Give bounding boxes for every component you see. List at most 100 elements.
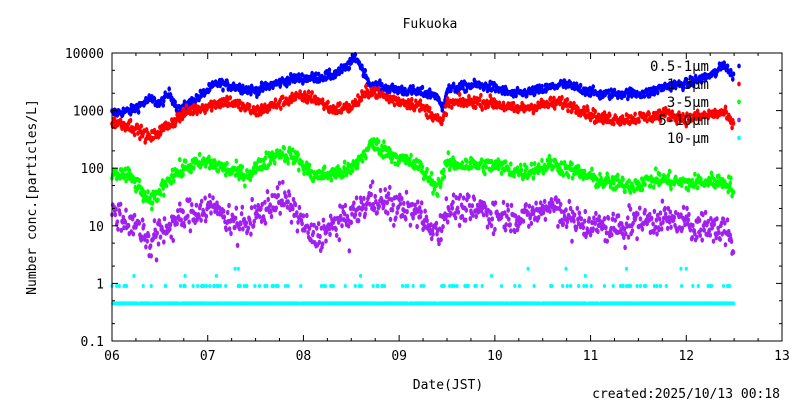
data-point: [592, 215, 596, 221]
legend-marker: [737, 135, 741, 141]
data-point: [513, 284, 517, 288]
data-point: [341, 173, 346, 179]
data-point: [511, 100, 516, 106]
data-point: [142, 222, 146, 228]
data-point: [378, 78, 382, 84]
data-point: [550, 284, 554, 288]
data-point: [450, 205, 455, 211]
data-point: [148, 243, 153, 249]
data-point: [418, 214, 423, 220]
data-point: [427, 105, 432, 111]
data-point: [233, 215, 238, 221]
data-point: [390, 82, 395, 88]
data-point: [225, 160, 229, 166]
data-point: [593, 108, 597, 115]
data-point: [471, 212, 475, 218]
series-3-5μm: [110, 137, 736, 212]
data-point: [373, 193, 378, 199]
data-point: [411, 284, 415, 288]
data-point: [301, 213, 306, 219]
data-point: [293, 202, 298, 208]
data-point: [680, 284, 684, 288]
data-point: [477, 97, 482, 103]
data-point: [467, 193, 471, 199]
data-point: [606, 215, 611, 221]
data-point: [640, 226, 645, 232]
data-point: [698, 232, 702, 238]
data-point: [527, 203, 532, 209]
data-point: [637, 118, 641, 124]
data-point: [636, 211, 640, 217]
data-point: [239, 211, 244, 217]
data-point: [540, 83, 544, 89]
data-point: [152, 96, 157, 102]
data-point: [602, 216, 607, 222]
data-point: [464, 88, 469, 94]
data-point: [605, 171, 609, 177]
data-point: [610, 232, 614, 238]
data-point: [249, 91, 253, 97]
data-point: [347, 248, 352, 254]
data-point: [509, 161, 513, 167]
data-point: [453, 215, 458, 221]
data-point: [240, 204, 245, 210]
data-point: [663, 205, 667, 211]
data-point: [548, 95, 553, 101]
data-point: [728, 180, 732, 186]
data-point: [577, 210, 582, 216]
data-point: [474, 284, 478, 288]
x-tick-label: 09: [391, 349, 407, 364]
data-point: [420, 164, 425, 170]
data-point: [118, 117, 123, 123]
data-point: [439, 237, 443, 243]
data-point: [236, 266, 240, 271]
data-point: [234, 205, 239, 211]
data-point: [429, 236, 434, 242]
data-point: [317, 239, 322, 245]
data-point: [691, 82, 696, 89]
data-point: [328, 231, 332, 237]
data-point: [149, 253, 153, 259]
data-point: [190, 202, 194, 208]
data-point: [556, 223, 560, 229]
data-point: [234, 158, 239, 164]
data-point: [250, 196, 254, 203]
data-point: [189, 169, 193, 175]
data-point: [572, 212, 577, 218]
data-point: [376, 139, 381, 145]
y-tick-label: 0.1: [81, 335, 104, 350]
data-point: [493, 226, 497, 232]
data-point: [137, 177, 142, 184]
data-point: [434, 220, 439, 226]
data-point: [445, 219, 450, 225]
data-point: [693, 171, 697, 177]
data-point: [287, 101, 291, 107]
data-point: [465, 158, 469, 164]
data-point: [402, 200, 406, 206]
data-point: [340, 223, 344, 229]
data-point: [342, 159, 347, 165]
data-point: [265, 284, 269, 288]
data-point: [690, 235, 695, 241]
data-point: [115, 112, 120, 118]
data-point: [297, 204, 302, 211]
data-point: [657, 171, 662, 178]
legend-label: 1-3μm: [667, 77, 709, 93]
data-point: [508, 222, 512, 228]
data-point: [199, 217, 203, 223]
data-point: [419, 200, 424, 206]
data-point: [356, 161, 360, 167]
data-point: [669, 224, 673, 230]
data-point: [576, 163, 581, 169]
data-point: [300, 221, 304, 227]
data-point: [429, 170, 434, 176]
data-point: [297, 72, 301, 78]
data-point: [519, 167, 524, 173]
data-point: [257, 214, 262, 220]
data-point: [162, 216, 167, 222]
data-point: [489, 273, 494, 278]
data-point: [668, 209, 673, 215]
data-point: [723, 104, 728, 110]
data-point: [583, 208, 588, 215]
data-point: [588, 232, 593, 238]
